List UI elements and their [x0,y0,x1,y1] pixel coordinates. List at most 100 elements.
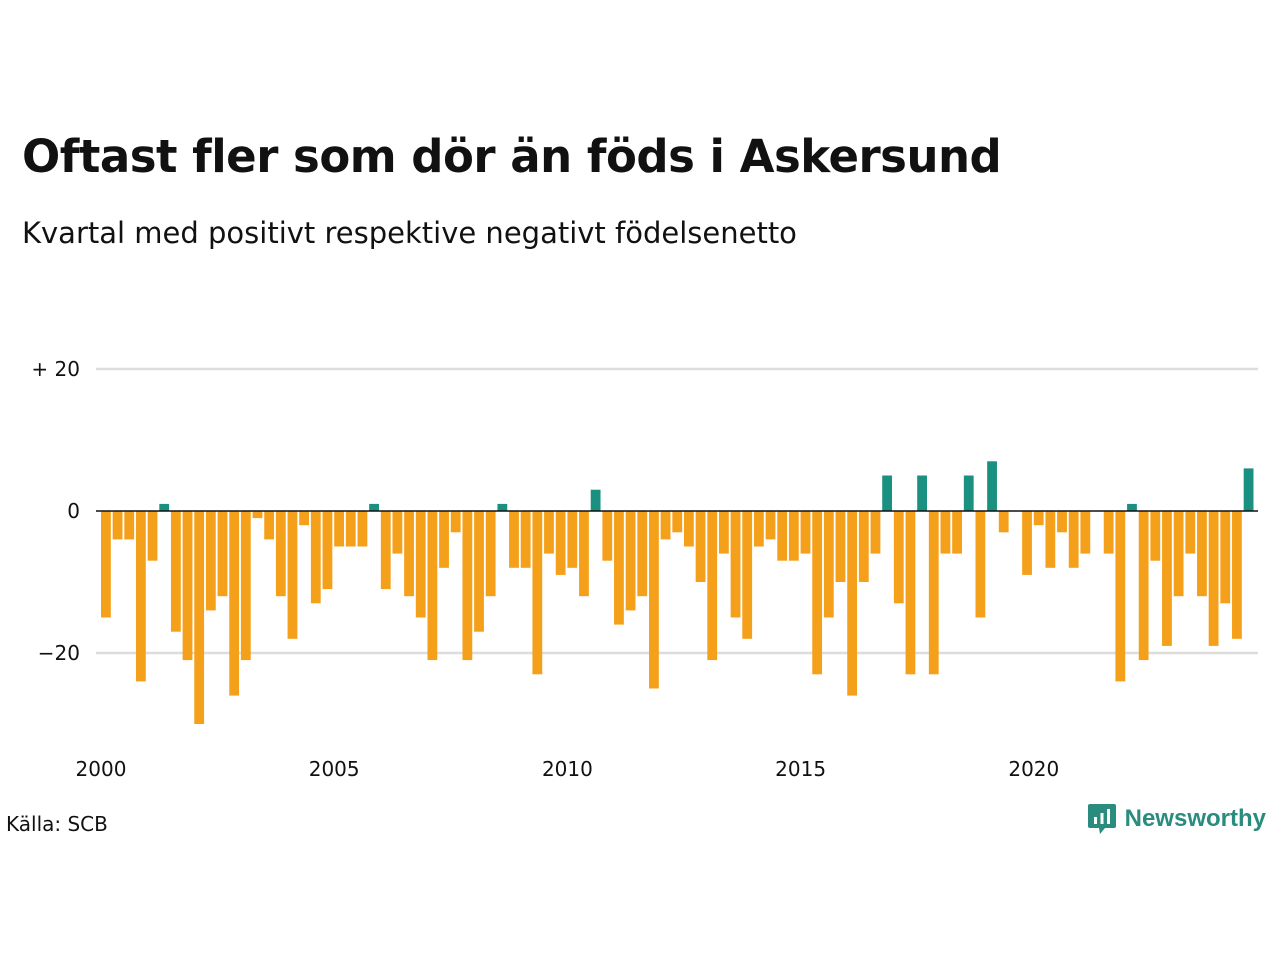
bar-negative [520,511,531,568]
bar-negative [928,511,939,675]
bar-negative [812,511,823,675]
bar-negative [800,511,811,554]
bar-negative [287,511,298,639]
bar-negative [998,511,1009,533]
bar-negative [101,511,111,618]
newsworthy-logo: Newsworthy [1087,802,1266,836]
axes: + 20 0 −20 2000 2005 2010 2015 2020 [31,357,1258,781]
bar-negative [695,511,706,582]
bar-negative [474,511,484,632]
bar-negative [1185,511,1196,554]
bar-positive [159,503,170,511]
bar-negative [555,511,566,575]
bar-negative [485,511,496,597]
bar-negative [147,511,158,561]
bar-negative [1045,511,1056,568]
bar-negative [252,511,263,519]
bar-positive [987,461,997,511]
bar-positive [917,475,927,511]
bar-negative [170,511,181,632]
bar-negative [439,511,449,568]
bar-negative [1068,511,1079,568]
bar-negative [847,511,858,696]
bar-negative [124,511,135,540]
bar-negative [415,511,426,618]
bar-negative [135,511,146,682]
bar-negative [835,511,846,582]
bar-negative [544,511,554,554]
bar-negative [1208,511,1219,646]
bar-negative [1150,511,1161,561]
bar-negative [240,511,251,661]
bar-negative [450,511,461,533]
bar-negative [1162,511,1172,646]
bar-negative [322,511,333,590]
bar-negative [858,511,869,582]
bar-positive [1127,503,1137,511]
newsworthy-icon [1087,804,1116,834]
bar-negative [1232,511,1242,639]
bar-negative [672,511,683,533]
bar-chart: + 20 0 −20 2000 2005 2010 2015 2020 [31,357,1258,781]
bar-positive [590,489,601,511]
bar-negative [299,511,310,526]
bar-negative [788,511,799,561]
bar-positive [369,503,379,511]
bar-negative [1220,511,1231,604]
bar-negative [345,511,356,547]
bar-negative [567,511,578,568]
source-note: Källa: SCB [6,812,108,836]
bar-negative [952,511,962,554]
bar-negative [1080,511,1091,554]
brand-name: Newsworthy [1124,805,1266,832]
bar-negative [660,511,671,540]
x-tick-label: 2020 [1008,757,1059,781]
x-tick-label: 2005 [309,757,360,781]
bar-negative [404,511,414,597]
bar-negative [392,511,403,554]
bar-positive [497,503,508,511]
bar-negative [264,511,275,540]
x-tick-label: 2010 [542,757,593,781]
bar-negative [718,511,729,554]
bar-negative [1197,511,1207,597]
bar-negative [637,511,648,597]
bar-negative [707,511,718,661]
bar-positive [963,475,974,511]
bar-negative [614,511,624,625]
bar-negative [357,511,368,547]
bar-negative [194,511,205,724]
bar-negative [380,511,391,590]
bar-negative [823,511,834,618]
bar-negative [182,511,193,661]
bar-negative [1022,511,1032,575]
bar-negative [742,511,753,639]
bar-negative [532,511,543,675]
bar-negative [275,511,286,597]
bar-negative [579,511,589,597]
grid-lines [96,367,1258,655]
bar-negative [765,511,776,540]
bar-positive [1243,468,1254,511]
bar-negative [625,511,636,611]
bar-negative [112,511,123,540]
bar-negative [1103,511,1114,554]
bar-negative [602,511,613,561]
bar-negative [893,511,904,604]
y-tick-label: + 20 [31,357,80,381]
x-tick-label: 2015 [775,757,826,781]
bar-negative [310,511,321,604]
bar-negative [684,511,694,547]
bar-negative [229,511,240,696]
y-tick-label: −20 [38,641,80,665]
chart-title: Oftast fler som dör än föds i Askersund [22,130,1002,183]
bar-positive [882,475,893,511]
bar-negative [730,511,741,618]
bar-negative [777,511,788,561]
y-tick-label: 0 [67,499,80,523]
bar-negative [940,511,951,554]
bar-negative [905,511,916,675]
bar-negative [509,511,519,568]
bar-negative [334,511,344,547]
chart-subtitle: Kvartal med positivt respektive negativt… [22,216,797,250]
